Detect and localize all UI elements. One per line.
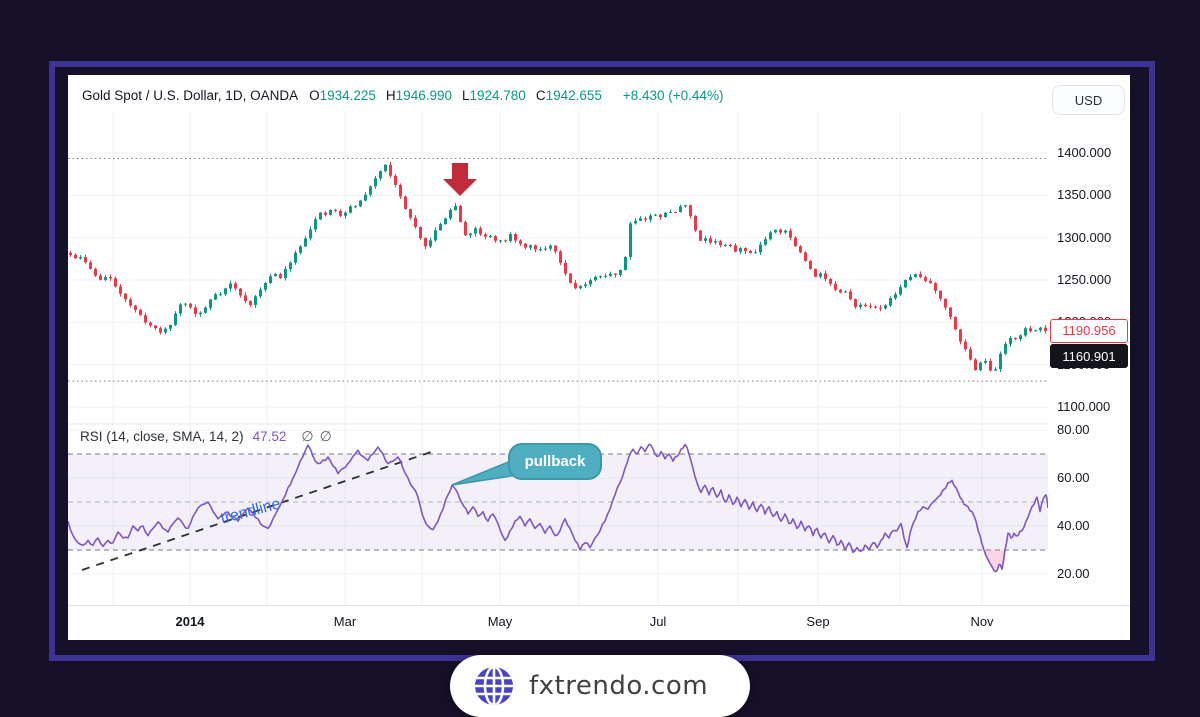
- symbol-header: Gold Spot / U.S. Dollar, 1D, OANDA O1934…: [82, 88, 723, 103]
- rsi-hidden-markers: ∅ ∅: [295, 428, 331, 445]
- price-tick-label: 1100.000: [1057, 399, 1111, 414]
- time-tick-label: 2014: [175, 614, 205, 629]
- price-axis[interactable]: 1400.0001350.0001300.0001250.0001200.000…: [1048, 75, 1130, 605]
- last-price-badge: 1190.956: [1050, 318, 1128, 343]
- chart-plot-area[interactable]: [68, 75, 1048, 605]
- price-tick-label: 1250.000: [1057, 272, 1112, 287]
- ohlc-values: O1934.225 H1946.990 L1924.780 C1942.655: [309, 88, 612, 103]
- price-tick-label: 1350.000: [1057, 187, 1112, 203]
- chart-card: Gold Spot / U.S. Dollar, 1D, OANDA O1934…: [68, 75, 1130, 640]
- currency-button[interactable]: USD: [1052, 85, 1125, 115]
- down-arrow-annotation[interactable]: [443, 163, 477, 196]
- rsi-tick-label: 80.00: [1057, 422, 1090, 437]
- rsi-tick-label: 60.00: [1057, 470, 1090, 485]
- rsi-value: 47.52: [252, 429, 287, 444]
- ohlc-item: O1934.225: [309, 88, 376, 103]
- hidden-value-icon[interactable]: ∅: [319, 428, 332, 444]
- time-tick-label: Mar: [333, 614, 357, 629]
- brand-footer: fxtrendo.com: [450, 655, 750, 717]
- rsi-tick-label: 20.00: [1057, 566, 1090, 581]
- price-tick-label: 1400.000: [1057, 145, 1112, 160]
- ohlc-item: C1942.655: [535, 88, 602, 103]
- symbol-title[interactable]: Gold Spot / U.S. Dollar, 1D, OANDA: [82, 88, 299, 103]
- globe-icon: [472, 664, 516, 708]
- time-tick-label: Sep: [806, 614, 830, 629]
- ohlc-item: H1946.990: [385, 88, 452, 103]
- rsi-oversold-fill: [984, 550, 1005, 572]
- candlestick-series: [69, 162, 1047, 372]
- time-tick-label: Jul: [649, 614, 667, 629]
- ohlc-item: L1924.780: [461, 88, 526, 103]
- pullback-annotation-bubble[interactable]: pullback: [508, 443, 602, 480]
- hidden-value-icon[interactable]: ∅: [301, 428, 314, 444]
- time-axis[interactable]: 2014 Mar May Jul Sep Nov: [68, 605, 1130, 640]
- time-tick-label: Nov: [970, 614, 994, 629]
- rsi-tick-label: 40.00: [1057, 518, 1090, 533]
- rsi-label: RSI (14, close, SMA, 14, 2): [80, 429, 244, 444]
- price-tick-label: 1300.000: [1057, 229, 1112, 245]
- rsi-indicator-header[interactable]: RSI (14, close, SMA, 14, 2) 47.52 ∅ ∅: [80, 428, 332, 445]
- brand-name: fxtrendo.com: [529, 671, 709, 701]
- time-tick-label: May: [487, 614, 513, 629]
- change-value: +8.430 (+0.44%): [622, 88, 724, 103]
- crosshair-price-badge: 1160.901: [1050, 344, 1128, 369]
- rsi-line: [68, 443, 1048, 573]
- trendline-dashed[interactable]: [81, 449, 438, 571]
